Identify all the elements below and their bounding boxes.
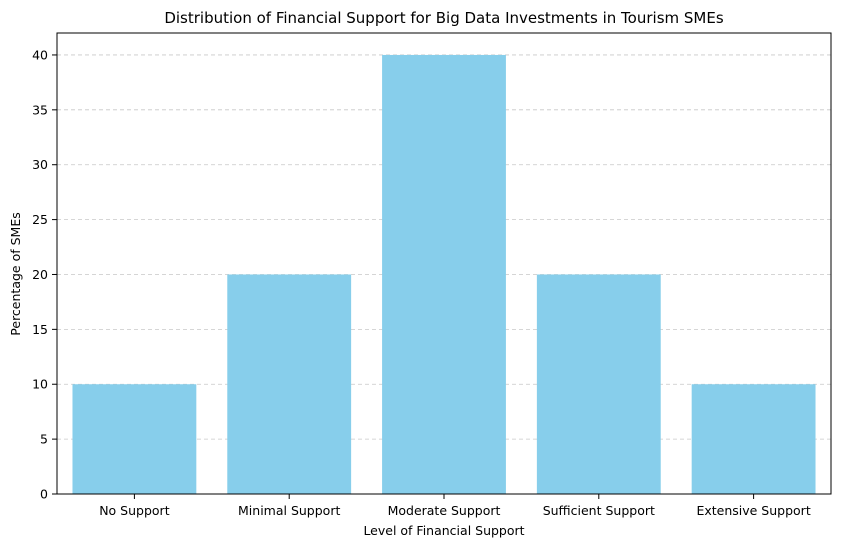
y-axis-label: Percentage of SMEs (8, 212, 23, 335)
bar (72, 384, 197, 494)
y-tick-label: 5 (40, 432, 48, 447)
x-axis-ticks: No Support Minimal Support Moderate Suppor… (99, 494, 811, 518)
y-tick-label: 0 (40, 487, 48, 502)
x-axis-label: Level of Financial Support (363, 523, 524, 538)
x-tick-label: Minimal Support (238, 503, 340, 518)
bar (382, 54, 506, 494)
chart-title: Distribution of Financial Support for Bi… (164, 9, 723, 27)
bar (691, 384, 816, 494)
x-tick-label: No Support (99, 503, 169, 518)
y-tick-label: 15 (32, 322, 48, 337)
y-tick-label: 40 (32, 47, 48, 62)
y-tick-label: 25 (32, 212, 48, 227)
y-tick-label: 20 (32, 267, 48, 282)
bars (72, 54, 816, 494)
y-tick-label: 30 (32, 157, 48, 172)
y-tick-label: 35 (32, 102, 48, 117)
x-tick-label: Extensive Support (696, 503, 810, 518)
x-tick-label: Moderate Support (388, 503, 501, 518)
x-tick-label: Sufficient Support (543, 503, 655, 518)
y-tick-label: 10 (32, 377, 48, 392)
bar (227, 274, 352, 494)
bar (536, 274, 661, 494)
y-axis-ticks: 0 5 10 15 20 25 30 35 40 (32, 47, 57, 502)
